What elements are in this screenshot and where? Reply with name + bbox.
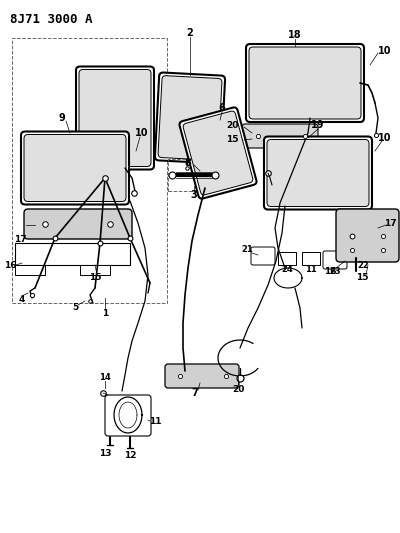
Bar: [12, 38, 167, 303]
Text: 10: 10: [378, 133, 392, 143]
FancyBboxPatch shape: [246, 44, 364, 122]
Text: 15: 15: [356, 273, 368, 282]
FancyBboxPatch shape: [76, 67, 154, 169]
Text: 17: 17: [384, 219, 396, 228]
FancyBboxPatch shape: [79, 69, 151, 166]
Text: 16: 16: [324, 266, 336, 276]
Text: 5: 5: [72, 303, 78, 312]
Text: 14: 14: [99, 374, 111, 383]
Text: 24: 24: [281, 265, 293, 274]
Text: 8J71 3000 A: 8J71 3000 A: [10, 13, 92, 26]
FancyBboxPatch shape: [251, 247, 275, 265]
Text: 11: 11: [149, 416, 161, 425]
Text: 9: 9: [59, 113, 65, 123]
Bar: [15, 243, 130, 265]
Bar: [302, 252, 320, 265]
Text: 15: 15: [226, 135, 238, 144]
Text: 15: 15: [89, 273, 101, 282]
Text: 7: 7: [192, 388, 198, 398]
Bar: [15, 265, 45, 275]
Text: 17: 17: [14, 236, 26, 245]
FancyBboxPatch shape: [24, 134, 126, 201]
Text: 20: 20: [226, 122, 238, 131]
Text: 1: 1: [102, 309, 108, 318]
FancyBboxPatch shape: [264, 136, 372, 209]
Text: 13: 13: [99, 448, 111, 457]
Text: 10: 10: [135, 128, 149, 138]
FancyBboxPatch shape: [267, 140, 369, 206]
Text: 18: 18: [288, 30, 302, 40]
Bar: [168, 159, 220, 191]
FancyBboxPatch shape: [24, 209, 132, 239]
FancyBboxPatch shape: [183, 111, 253, 195]
Bar: [80, 265, 110, 275]
FancyBboxPatch shape: [249, 47, 361, 119]
Text: 20: 20: [232, 385, 244, 394]
FancyBboxPatch shape: [158, 76, 222, 160]
Text: 21: 21: [241, 245, 253, 254]
FancyBboxPatch shape: [336, 209, 399, 262]
Text: 10: 10: [378, 46, 392, 56]
Text: 12: 12: [124, 450, 136, 459]
Text: 8: 8: [184, 158, 192, 168]
Text: 4: 4: [19, 295, 25, 304]
Text: 3: 3: [191, 190, 197, 200]
FancyBboxPatch shape: [21, 132, 129, 205]
FancyBboxPatch shape: [155, 72, 225, 164]
Text: 22: 22: [357, 261, 369, 270]
Text: 23: 23: [329, 268, 341, 277]
FancyBboxPatch shape: [105, 395, 151, 436]
FancyBboxPatch shape: [165, 364, 239, 388]
Text: 2: 2: [187, 28, 193, 38]
FancyBboxPatch shape: [180, 108, 256, 199]
Text: 6: 6: [219, 103, 225, 113]
Text: 16: 16: [4, 262, 16, 271]
FancyBboxPatch shape: [242, 124, 318, 148]
Text: 11: 11: [305, 265, 317, 274]
FancyBboxPatch shape: [323, 251, 347, 269]
Text: 19: 19: [311, 120, 325, 130]
Bar: [278, 252, 296, 265]
